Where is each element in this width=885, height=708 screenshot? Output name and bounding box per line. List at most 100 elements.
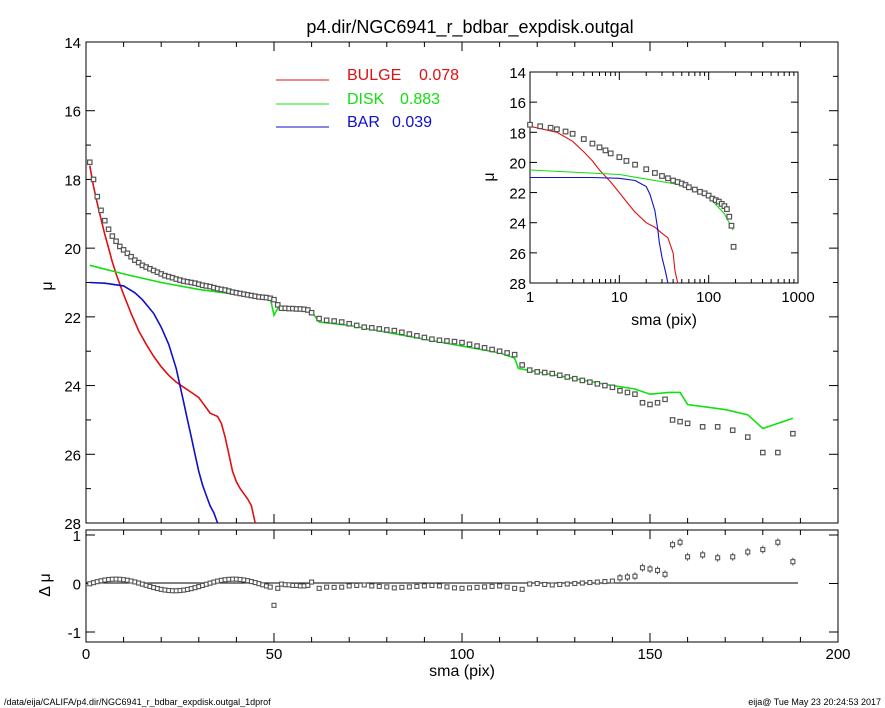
data-point <box>90 176 97 183</box>
residual-point <box>609 578 615 584</box>
inset-data-point <box>589 140 596 147</box>
data-point <box>376 326 383 332</box>
data-point <box>662 396 668 403</box>
residual-point <box>775 539 781 545</box>
main-y-axis-label: μ <box>39 281 56 290</box>
legend-label-bar: BAR <box>347 114 380 131</box>
data-point <box>451 338 458 345</box>
inset-data-point <box>569 130 576 137</box>
inset-y-tick-label: 26 <box>509 246 526 263</box>
legend: BULGE 0.078 DISK 0.883 BAR 0.039 <box>276 67 459 131</box>
residual-point <box>662 571 668 577</box>
data-point <box>338 319 345 325</box>
residual-point <box>421 583 427 589</box>
inset-data-point <box>730 243 737 250</box>
residual-x-tick-label: 0 <box>82 646 90 663</box>
inset-y-tick-label: 28 <box>509 276 526 293</box>
inset-data-point <box>616 154 623 161</box>
inset-data-point <box>691 186 698 193</box>
residual-point <box>677 539 683 545</box>
inset-data-points <box>527 121 737 250</box>
main-y-tick-label: 14 <box>64 35 81 52</box>
legend-label-disk: DISK <box>347 91 385 108</box>
inset-data-point <box>580 136 587 142</box>
inset-y-tick-label: 22 <box>509 186 526 203</box>
data-point <box>579 377 586 384</box>
main-y-tick-label: 22 <box>64 310 81 327</box>
data-point <box>534 369 541 375</box>
inset-y-axis-label: μ <box>481 172 498 181</box>
inset-y-tick-label: 14 <box>509 65 526 82</box>
residual-point <box>549 582 555 588</box>
series-disk-line <box>89 264 794 430</box>
data-point <box>541 369 548 376</box>
inset-data-point <box>726 213 733 220</box>
data-point <box>94 193 101 200</box>
data-point <box>323 317 330 324</box>
residual-point <box>466 585 473 591</box>
residual-point <box>624 574 630 580</box>
inset-data-point <box>728 222 735 229</box>
residual-point <box>384 584 390 590</box>
data-point <box>444 338 450 344</box>
residual-x-tick-label: 50 <box>266 646 283 663</box>
inset-x-axis-label: sma (pix) <box>631 312 697 329</box>
data-point <box>361 324 368 330</box>
residual-x-axis-label: sma (pix) <box>429 663 495 680</box>
residual-point <box>436 583 442 589</box>
residual-point <box>331 584 337 590</box>
inset-data-point <box>685 184 692 191</box>
data-point <box>759 449 766 456</box>
data-point <box>699 424 706 430</box>
data-point <box>117 243 123 250</box>
residual-point <box>429 582 435 588</box>
data-point <box>602 382 608 389</box>
residual-y-axis-label: Δ μ <box>37 573 54 596</box>
data-point <box>481 344 488 351</box>
residual-point <box>489 583 495 589</box>
data-point <box>714 424 721 430</box>
inset-data-point <box>670 177 677 184</box>
inset-series-bulge-line <box>529 125 679 284</box>
data-point <box>128 253 134 260</box>
data-point <box>271 296 277 303</box>
residual-point <box>715 555 721 561</box>
data-point <box>632 391 638 397</box>
residual-y-ticks: -1 0 1 <box>68 528 838 642</box>
residual-point <box>267 584 273 590</box>
data-point <box>624 389 631 396</box>
residual-point <box>542 581 548 588</box>
residual-point <box>369 583 375 589</box>
residual-point <box>745 549 751 555</box>
residual-point <box>579 580 585 586</box>
data-point <box>571 375 578 382</box>
residual-point <box>305 582 311 588</box>
residual-point <box>527 581 533 587</box>
inset-data-point <box>705 192 712 199</box>
residual-point <box>587 579 593 586</box>
inset-data-point <box>602 147 609 154</box>
residual-point <box>497 583 503 589</box>
residual-point <box>271 602 277 608</box>
inset-data-point <box>659 173 665 179</box>
chart-title: p4.dir/NGC6941_r_bdbar_expdisk.outgal <box>306 17 633 38</box>
inset-data-point <box>665 175 671 182</box>
data-point <box>744 434 751 440</box>
inset-y-ticks: 14 16 18 20 22 24 26 28 <box>509 65 798 293</box>
inset-data-point <box>553 126 560 133</box>
data-point <box>526 367 533 373</box>
residual-point <box>519 586 525 592</box>
residual-point <box>700 552 706 558</box>
residual-point <box>316 585 322 591</box>
data-point <box>105 226 112 233</box>
inset-data-point <box>651 170 658 176</box>
main-plot: 14 16 18 20 22 24 26 28 μ BULGE 0.078 DISK 0.88… <box>39 35 839 533</box>
data-point <box>729 427 736 434</box>
data-point <box>98 207 104 214</box>
main-y-tick-label: 28 <box>64 516 81 533</box>
data-point <box>587 379 593 385</box>
residual-point <box>647 566 653 572</box>
residual-point <box>391 585 397 591</box>
residual-point <box>512 585 518 591</box>
